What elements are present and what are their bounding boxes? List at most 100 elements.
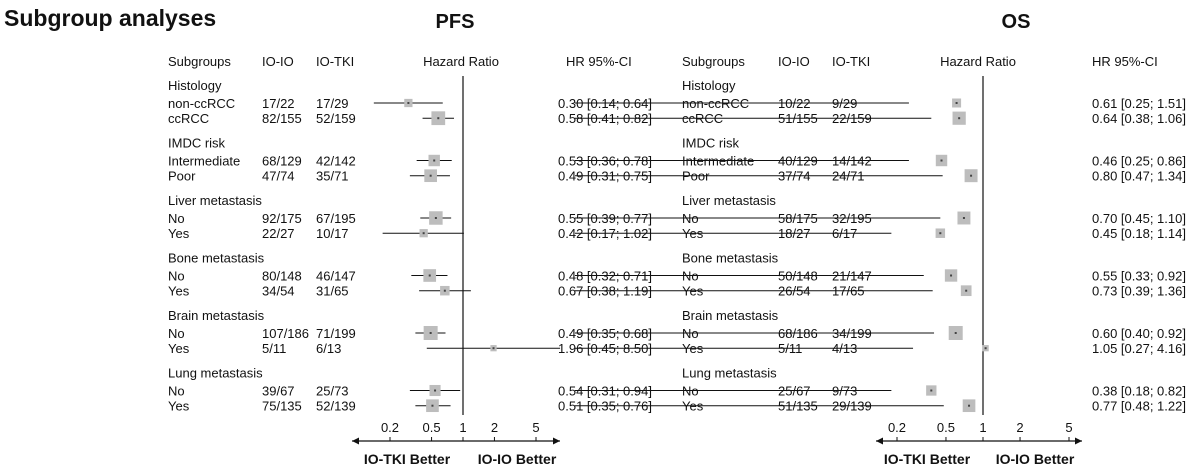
hr-point [492, 347, 495, 350]
hr-point [433, 159, 436, 162]
subgroup-heading: IMDC risk [168, 136, 226, 151]
row-label: Yes [168, 284, 190, 299]
col-header-hazard-ratio: Hazard Ratio [423, 54, 499, 69]
row-hr-ci: 0.77 [0.48; 1.22] [1092, 399, 1186, 414]
io-io-better-label: IO-IO Better [996, 451, 1075, 467]
col-header-hr-ci: HR 95%-CI [566, 54, 632, 69]
row-io-tki-events: 10/17 [316, 226, 349, 241]
row-io-io-events: 34/54 [262, 284, 295, 299]
subgroup-heading: Histology [682, 78, 736, 93]
x-tick-label: 5 [532, 420, 539, 435]
subgroup-heading: Brain metastasis [682, 308, 779, 323]
row-hr-ci: 0.60 [0.40; 0.92] [1092, 326, 1186, 341]
col-header-io-io: IO-IO [778, 54, 810, 69]
col-header-io-tki: IO-TKI [832, 54, 870, 69]
os-forest-panel: OS Subgroups IO-IO IO-TKI Hazard Ratio HR 95%… [575, 11, 1186, 467]
panel-title: OS [1002, 11, 1031, 33]
hr-point [954, 332, 957, 334]
hr-point [429, 174, 432, 177]
hr-point [984, 347, 987, 350]
hr-point [437, 117, 440, 120]
x-axis-left-arrow [876, 437, 883, 445]
hr-point [939, 232, 942, 235]
row-hr-ci: 0.73 [0.39; 1.36] [1092, 284, 1186, 299]
subgroup-heading: Liver metastasis [168, 193, 262, 208]
row-io-tki-events: 35/71 [316, 169, 349, 184]
hr-point [968, 404, 971, 407]
subgroup-heading: IMDC risk [682, 136, 740, 151]
row-label: non-ccRCC [168, 96, 235, 111]
x-tick-label: 2 [491, 420, 498, 435]
row-hr-ci: 0.46 [0.25; 0.86] [1092, 154, 1186, 169]
col-header-hr-ci: HR 95%-CI [1092, 54, 1158, 69]
row-label: No [168, 384, 185, 399]
x-axis-left-arrow [352, 437, 359, 445]
row-label: No [168, 269, 185, 284]
hr-point [428, 274, 431, 277]
hr-point [407, 102, 410, 104]
pfs-forest-panel: PFS Subgroups IO-IO IO-TKI Hazard Ratio HR 95… [168, 11, 652, 467]
subgroup-heading: Lung metastasis [682, 366, 777, 381]
row-label: Poor [168, 169, 196, 184]
x-tick-label: 0.5 [423, 420, 441, 435]
row-io-io-events: 17/22 [262, 96, 295, 111]
row-io-tki-events: 52/139 [316, 399, 356, 414]
hr-point [443, 289, 446, 292]
row-hr-ci: 0.64 [0.38; 1.06] [1092, 111, 1186, 126]
col-header-io-tki: IO-TKI [316, 54, 354, 69]
hr-point [955, 102, 958, 104]
row-label: Yes [168, 226, 190, 241]
io-tki-better-label: IO-TKI Better [884, 451, 971, 467]
row-io-io-events: 107/186 [262, 326, 309, 341]
hr-point [970, 174, 973, 177]
subgroup-heading: Brain metastasis [168, 308, 265, 323]
row-io-tki-events: 52/159 [316, 111, 356, 126]
row-hr-ci: 0.38 [0.18; 0.82] [1092, 384, 1186, 399]
row-io-io-events: 80/148 [262, 269, 302, 284]
col-header-subgroups: Subgroups [168, 54, 231, 69]
figure-title: Subgroup analyses [4, 5, 216, 31]
row-io-tki-events: 67/195 [316, 211, 356, 226]
row-label: Intermediate [168, 154, 240, 169]
hr-point [950, 274, 953, 277]
row-io-tki-events: 6/13 [316, 341, 341, 356]
row-label: ccRCC [168, 111, 209, 126]
x-tick-label: 1 [459, 420, 466, 435]
io-tki-better-label: IO-TKI Better [364, 451, 451, 467]
hr-point [429, 332, 432, 334]
subgroup-heading: Lung metastasis [168, 366, 263, 381]
row-io-io-events: 39/67 [262, 384, 295, 399]
hr-point [422, 232, 425, 235]
row-io-tki-events: 46/147 [316, 269, 356, 284]
x-axis-right-arrow [1075, 437, 1082, 445]
subgroup-heading: Histology [168, 78, 222, 93]
row-io-io-events: 5/11 [262, 341, 286, 356]
hr-point [965, 289, 968, 292]
row-hr-ci: 0.61 [0.25; 1.51] [1092, 96, 1186, 111]
row-io-io-events: 92/175 [262, 211, 302, 226]
x-tick-label: 0.2 [888, 420, 906, 435]
row-hr-ci: 0.45 [0.18; 1.14] [1092, 226, 1186, 241]
hr-point [958, 117, 961, 120]
row-label: Yes [168, 341, 190, 356]
subgroup-heading: Bone metastasis [168, 251, 265, 266]
row-io-tki-events: 17/29 [316, 96, 349, 111]
col-header-subgroups: Subgroups [682, 54, 745, 69]
hr-point [962, 217, 965, 219]
x-tick-label: 0.5 [937, 420, 955, 435]
hr-point [434, 217, 437, 219]
row-io-io-events: 82/155 [262, 111, 302, 126]
row-hr-ci: 0.55 [0.33; 0.92] [1092, 269, 1186, 284]
row-io-tki-events: 25/73 [316, 384, 349, 399]
hr-point [431, 404, 434, 407]
col-header-hazard-ratio: Hazard Ratio [940, 54, 1016, 69]
hr-point [930, 389, 933, 392]
row-io-io-events: 22/27 [262, 226, 295, 241]
row-io-tki-events: 71/199 [316, 326, 356, 341]
row-hr-ci: 1.05 [0.27; 4.16] [1092, 341, 1186, 356]
col-header-io-io: IO-IO [262, 54, 294, 69]
subgroup-heading: Bone metastasis [682, 251, 779, 266]
row-io-tki-events: 42/142 [316, 154, 356, 169]
subgroup-heading: Liver metastasis [682, 193, 776, 208]
x-tick-label: 0.2 [381, 420, 399, 435]
